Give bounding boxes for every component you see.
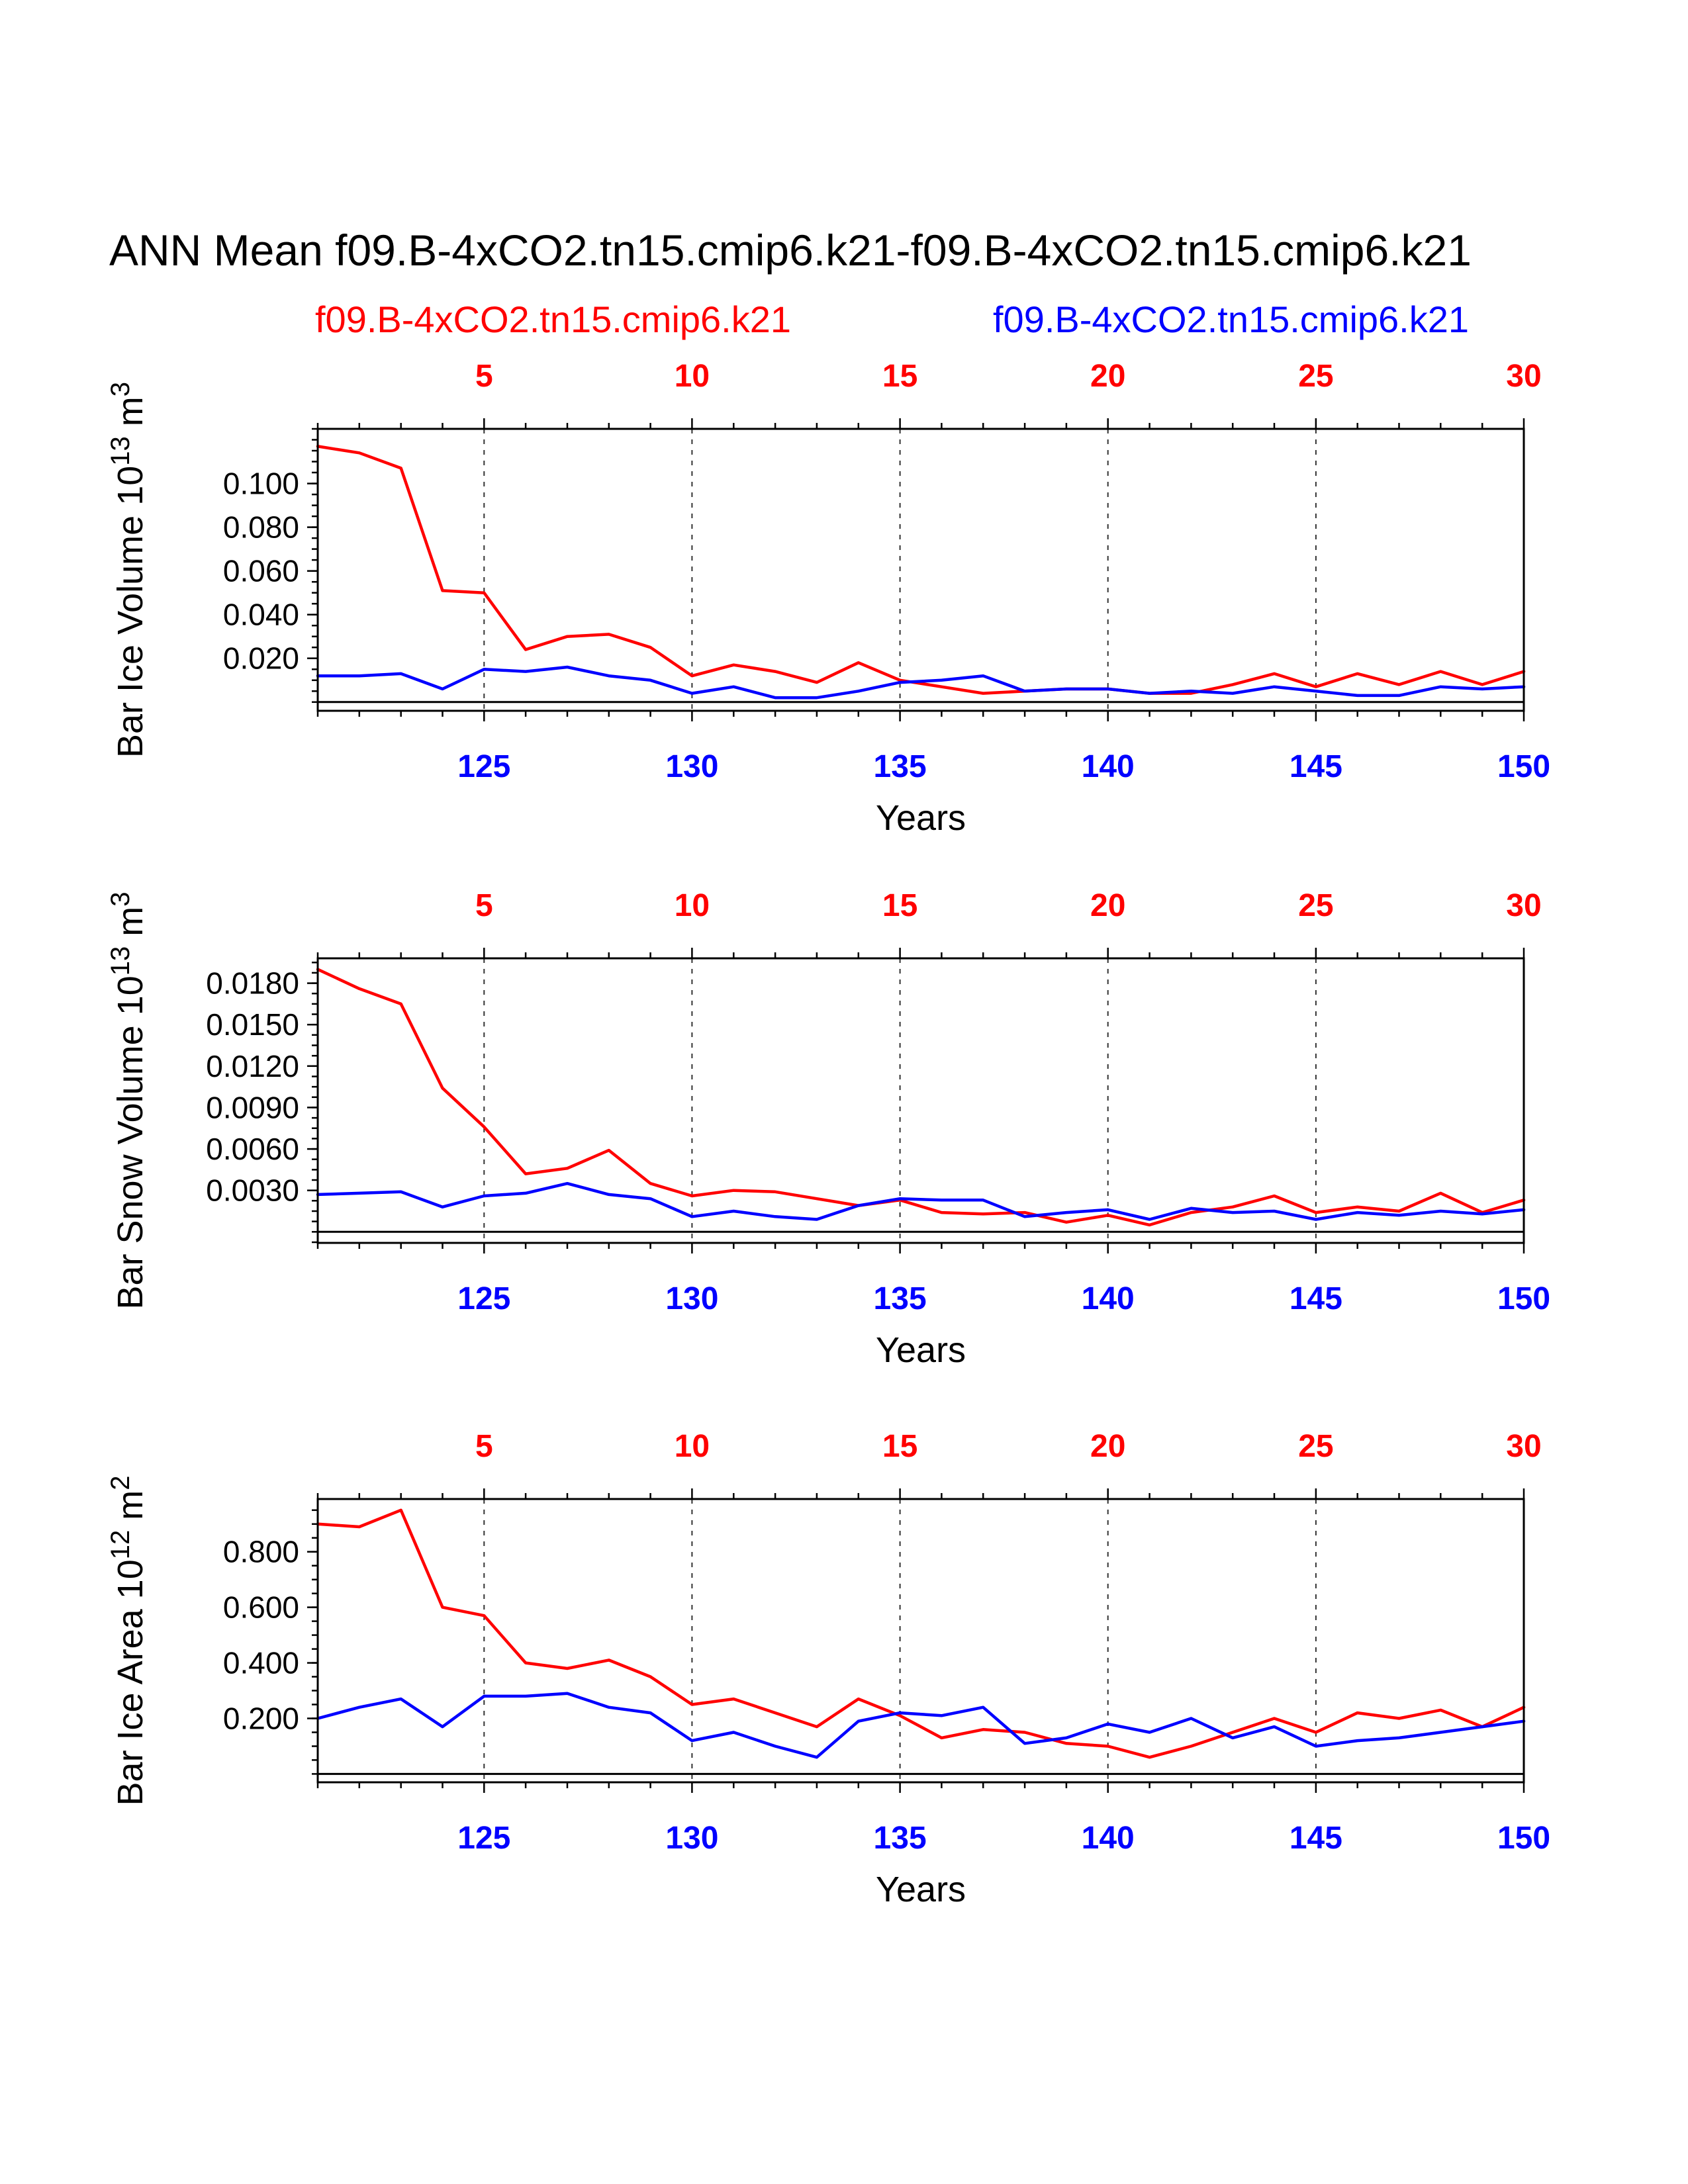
bar-ice-volume-chart: 125 130 135 140 145 150 5 10 15 20 25 30 0.020 0.040 0…	[106, 359, 1550, 838]
axis-labels: 125 130 135 140 145 150 5 10 15 20 25 30 0.200 0.400 0…	[223, 1429, 1550, 1909]
x-tick-label-bottom: 130	[665, 1821, 718, 1856]
plot-frame	[316, 1498, 1525, 1784]
x-tick-label-top: 5	[475, 888, 493, 923]
series-lines	[316, 968, 1526, 1227]
x-tick-label-top: 10	[675, 1429, 710, 1464]
x-tick-label-top: 30	[1506, 359, 1541, 394]
x-tick-label-bottom: 145	[1289, 749, 1342, 784]
x-tick-label-bottom: 145	[1289, 1821, 1342, 1856]
legend-series-blue: f09.B-4xCO2.tn15.cmip6.k21	[993, 298, 1470, 340]
y-axis-title: Bar Ice Area 1012 m2	[106, 1476, 150, 1806]
x-gridlines	[483, 429, 1317, 711]
y-tick-label: 0.100	[223, 467, 299, 501]
y-tick-label: 0.080	[223, 510, 299, 545]
x-tick-label-bottom: 125	[457, 1281, 510, 1316]
axis-ticks	[307, 948, 1525, 1253]
axis-labels: 125 130 135 140 145 150 5 10 15 20 25 30 0.020 0.040 0…	[223, 359, 1550, 838]
x-tick-label-bottom: 135	[874, 749, 927, 784]
series-line-red	[316, 445, 1526, 695]
page-title: ANN Mean f09.B-4xCO2.tn15.cmip6.k21-f09.…	[109, 226, 1472, 275]
x-tick-label-top: 30	[1506, 888, 1541, 923]
x-tick-label-top: 20	[1090, 1429, 1125, 1464]
y-tick-label: 0.600	[223, 1590, 299, 1625]
axis-labels: 125 130 135 140 145 150 5 10 15 20 25 30 0.0030 0.006…	[206, 888, 1550, 1370]
x-gridlines	[483, 1499, 1317, 1782]
x-tick-label-bottom: 150	[1497, 1281, 1550, 1316]
legend-series-red: f09.B-4xCO2.tn15.cmip6.k21	[315, 298, 792, 340]
x-tick-label-bottom: 135	[874, 1281, 927, 1316]
x-tick-label-top: 15	[882, 1429, 917, 1464]
bar-snow-volume-chart: 125 130 135 140 145 150 5 10 15 20 25 30 0.0030 0.006…	[106, 888, 1550, 1370]
x-tick-label-bottom: 135	[874, 1821, 927, 1856]
y-tick-label: 0.0090	[206, 1090, 299, 1124]
y-tick-label: 0.0030	[206, 1173, 299, 1208]
y-tick-label: 0.060	[223, 554, 299, 588]
bar-ice-area-chart: 125 130 135 140 145 150 5 10 15 20 25 30 0.200 0.400 0…	[106, 1429, 1550, 1909]
series-line-blue	[316, 1692, 1526, 1759]
y-tick-label: 0.400	[223, 1646, 299, 1680]
series-lines	[316, 1508, 1526, 1759]
y-tick-label: 0.0180	[206, 966, 299, 1001]
x-axis-title: Years	[876, 1870, 966, 1909]
series-line-blue	[316, 665, 1526, 700]
x-tick-label-top: 20	[1090, 888, 1125, 923]
axis-ticks	[307, 418, 1525, 721]
plot-frame	[316, 957, 1525, 1244]
x-axis-title: Years	[876, 798, 966, 838]
series-lines	[316, 445, 1526, 700]
x-tick-label-bottom: 140	[1082, 1821, 1135, 1856]
x-tick-label-bottom: 130	[665, 749, 718, 784]
x-tick-label-bottom: 150	[1497, 749, 1550, 784]
x-tick-label-top: 10	[675, 888, 710, 923]
y-tick-label: 0.0120	[206, 1049, 299, 1083]
x-tick-label-bottom: 125	[457, 1821, 510, 1856]
x-tick-label-top: 10	[675, 359, 710, 394]
x-tick-label-bottom: 150	[1497, 1821, 1550, 1856]
y-tick-label: 0.800	[223, 1535, 299, 1569]
y-tick-label: 0.040	[223, 598, 299, 632]
x-tick-label-bottom: 130	[665, 1281, 718, 1316]
x-tick-label-bottom: 140	[1082, 1281, 1135, 1316]
x-tick-label-top: 20	[1090, 359, 1125, 394]
y-axis-title: Bar Ice Volume 1013 m3	[106, 382, 150, 758]
x-tick-label-top: 15	[882, 888, 917, 923]
x-tick-label-top: 5	[475, 1429, 493, 1464]
x-tick-label-bottom: 140	[1082, 749, 1135, 784]
y-tick-label: 0.0150	[206, 1007, 299, 1042]
series-line-blue	[316, 1181, 1526, 1221]
plot-frame	[316, 428, 1525, 712]
axis-ticks	[307, 1488, 1525, 1793]
series-line-red	[316, 968, 1526, 1227]
y-tick-label: 0.0060	[206, 1132, 299, 1166]
x-tick-label-bottom: 125	[457, 749, 510, 784]
y-axis-title: Bar Snow Volume 1013 m3	[106, 891, 150, 1309]
x-tick-label-top: 5	[475, 359, 493, 394]
y-tick-label: 0.020	[223, 641, 299, 676]
x-tick-label-top: 25	[1298, 1429, 1333, 1464]
series-line-red	[316, 1508, 1526, 1759]
x-axis-title: Years	[876, 1330, 966, 1370]
y-tick-label: 0.200	[223, 1702, 299, 1736]
x-tick-label-top: 25	[1298, 888, 1333, 923]
x-tick-label-bottom: 145	[1289, 1281, 1342, 1316]
x-tick-label-top: 30	[1506, 1429, 1541, 1464]
x-tick-label-top: 25	[1298, 359, 1333, 394]
x-tick-label-top: 15	[882, 359, 917, 394]
